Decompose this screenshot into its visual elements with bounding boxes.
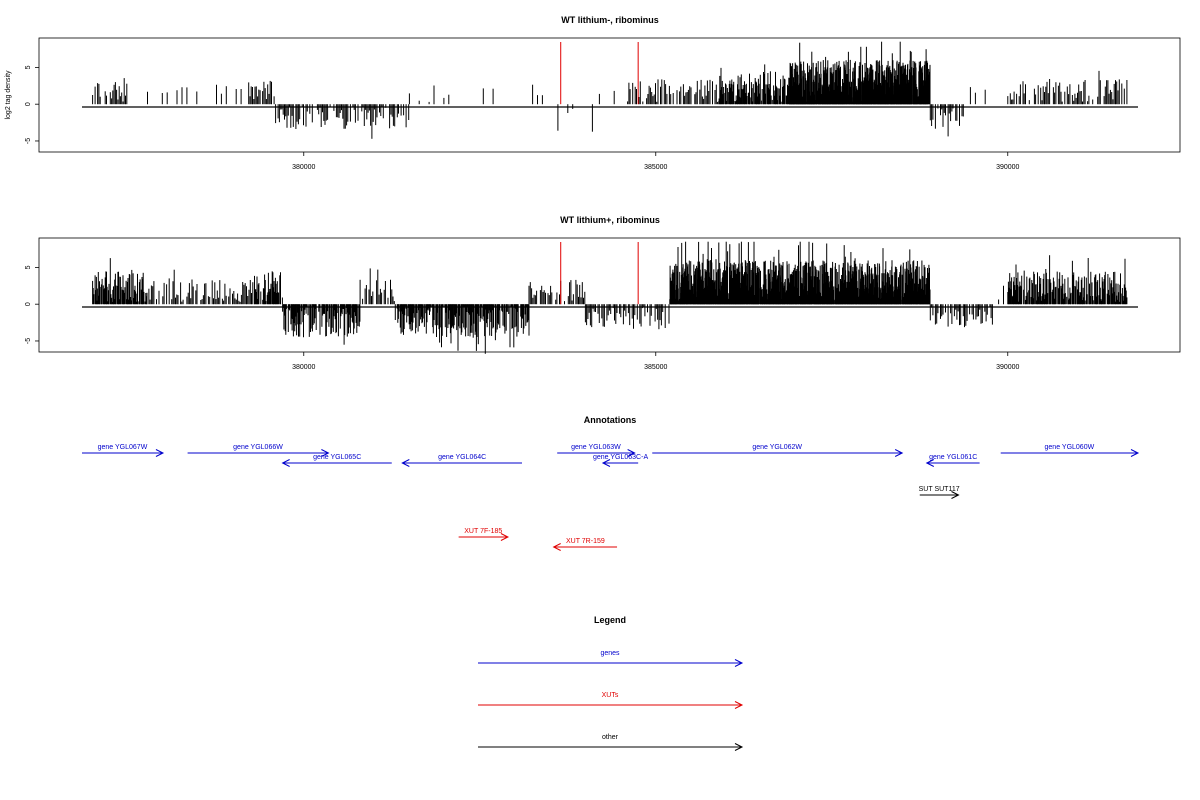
annotations-title: Annotations	[584, 415, 637, 425]
x-axis: 380000 385000 390000	[292, 352, 1020, 371]
feature-label: gene YGL064C	[438, 454, 486, 461]
feature-gene-ygl065c: gene YGL065C	[281, 454, 392, 467]
feature-arrow-head	[894, 449, 904, 457]
track-panel-lithium-plus: WT lithium+, ribominus -5 0 5 380000 385000…	[25, 215, 1181, 371]
legend-item-xuts: XUTs	[478, 692, 744, 709]
red-marker-lines	[560, 42, 639, 105]
legend-item-label: other	[602, 734, 619, 741]
annotations-track: Annotations gene YGL067W gene YGL066Wgene…	[82, 415, 1140, 551]
y-tick-label: -5	[25, 138, 32, 144]
feature-arrow-head	[281, 459, 290, 467]
feature-label: gene YGL060W	[1045, 444, 1095, 451]
feature-gene-ygl066w: gene YGL066W	[187, 444, 330, 457]
y-axis: -5 0 5	[25, 265, 39, 344]
density-bars	[92, 41, 1128, 139]
feature-xut-7r-159: XUT 7R-159	[552, 538, 618, 551]
y-tick-label: -5	[25, 338, 32, 344]
legend-arrow-head	[734, 701, 744, 709]
feature-gene-ygl064c: gene YGL064C	[401, 454, 522, 467]
feature-sut-sut117: SUT SUT117	[919, 486, 960, 499]
feature-arrow-head	[627, 449, 636, 457]
feature-gene-ygl060w: gene YGL060W	[1000, 444, 1140, 457]
plot-frame	[38, 37, 1181, 153]
panel-title: WT lithium-, ribominus	[561, 15, 659, 25]
feature-gene-ygl062w: gene YGL062W	[652, 444, 904, 457]
y-axis-label: log2 tag density	[5, 70, 12, 120]
feature-arrows: gene YGL067W gene YGL066W gene YGL065C gene…	[82, 444, 1140, 551]
legend-title: Legend	[594, 615, 626, 625]
feature-label: gene YGL062W	[752, 444, 802, 451]
feature-label: XUT 7R-159	[566, 538, 605, 545]
feature-label: gene YGL061C	[929, 454, 977, 461]
x-tick-label: 380000	[292, 164, 315, 171]
feature-gene-ygl063c-a: gene YGL063C-A	[593, 454, 648, 467]
density-bars	[92, 241, 1128, 354]
x-axis: 380000 385000 390000	[292, 152, 1020, 171]
feature-arrow-head	[951, 491, 960, 499]
feature-label: XUT 7F-185	[464, 528, 502, 535]
legend-item-label: genes	[600, 650, 620, 657]
feature-xut-7f-185: XUT 7F-185	[458, 528, 510, 541]
legend-items: genes XUTs other	[478, 650, 744, 751]
feature-arrow-head	[552, 543, 561, 551]
feature-gene-ygl061c: gene YGL061C	[925, 454, 980, 467]
feature-arrow-head	[1130, 449, 1140, 457]
x-tick-label: 390000	[996, 364, 1019, 371]
feature-arrow-head	[155, 449, 165, 457]
x-tick-label: 385000	[644, 164, 667, 171]
feature-arrow-head	[321, 449, 330, 457]
feature-gene-ygl063w: gene YGL063W	[557, 444, 636, 457]
legend: Legend genes XUTs other	[478, 615, 744, 751]
y-tick-label: 5	[25, 265, 32, 269]
feature-arrow-head	[925, 459, 935, 467]
legend-item-other: other	[478, 734, 744, 751]
feature-arrow-head	[500, 533, 510, 541]
feature-arrow-head	[401, 459, 410, 467]
x-tick-label: 385000	[644, 364, 667, 371]
feature-label: SUT SUT117	[919, 486, 960, 493]
feature-label: gene YGL065C	[313, 454, 361, 461]
y-tick-label: 0	[25, 302, 32, 306]
x-tick-label: 380000	[292, 364, 315, 371]
legend-item-genes: genes	[478, 650, 744, 667]
feature-label: gene YGL063C-A	[593, 454, 648, 461]
y-tick-label: 0	[25, 102, 32, 106]
plot-frame	[38, 237, 1181, 353]
feature-label: gene YGL063W	[571, 444, 621, 451]
feature-label: gene YGL066W	[233, 444, 283, 451]
track-panel-lithium-minus: WT lithium-, ribominus -5 0 5 380000 385000…	[5, 15, 1181, 171]
feature-label: gene YGL067W	[98, 444, 148, 451]
legend-arrow-head	[734, 743, 744, 751]
y-axis: -5 0 5	[25, 65, 39, 144]
legend-item-label: XUTs	[602, 692, 619, 699]
y-tick-label: 5	[25, 65, 32, 69]
feature-gene-ygl067w: gene YGL067W	[82, 444, 165, 457]
x-tick-label: 390000	[996, 164, 1019, 171]
legend-arrow-head	[734, 659, 744, 667]
feature-arrow-head	[601, 459, 611, 467]
panel-title: WT lithium+, ribominus	[560, 215, 660, 225]
red-marker-lines	[560, 242, 639, 305]
